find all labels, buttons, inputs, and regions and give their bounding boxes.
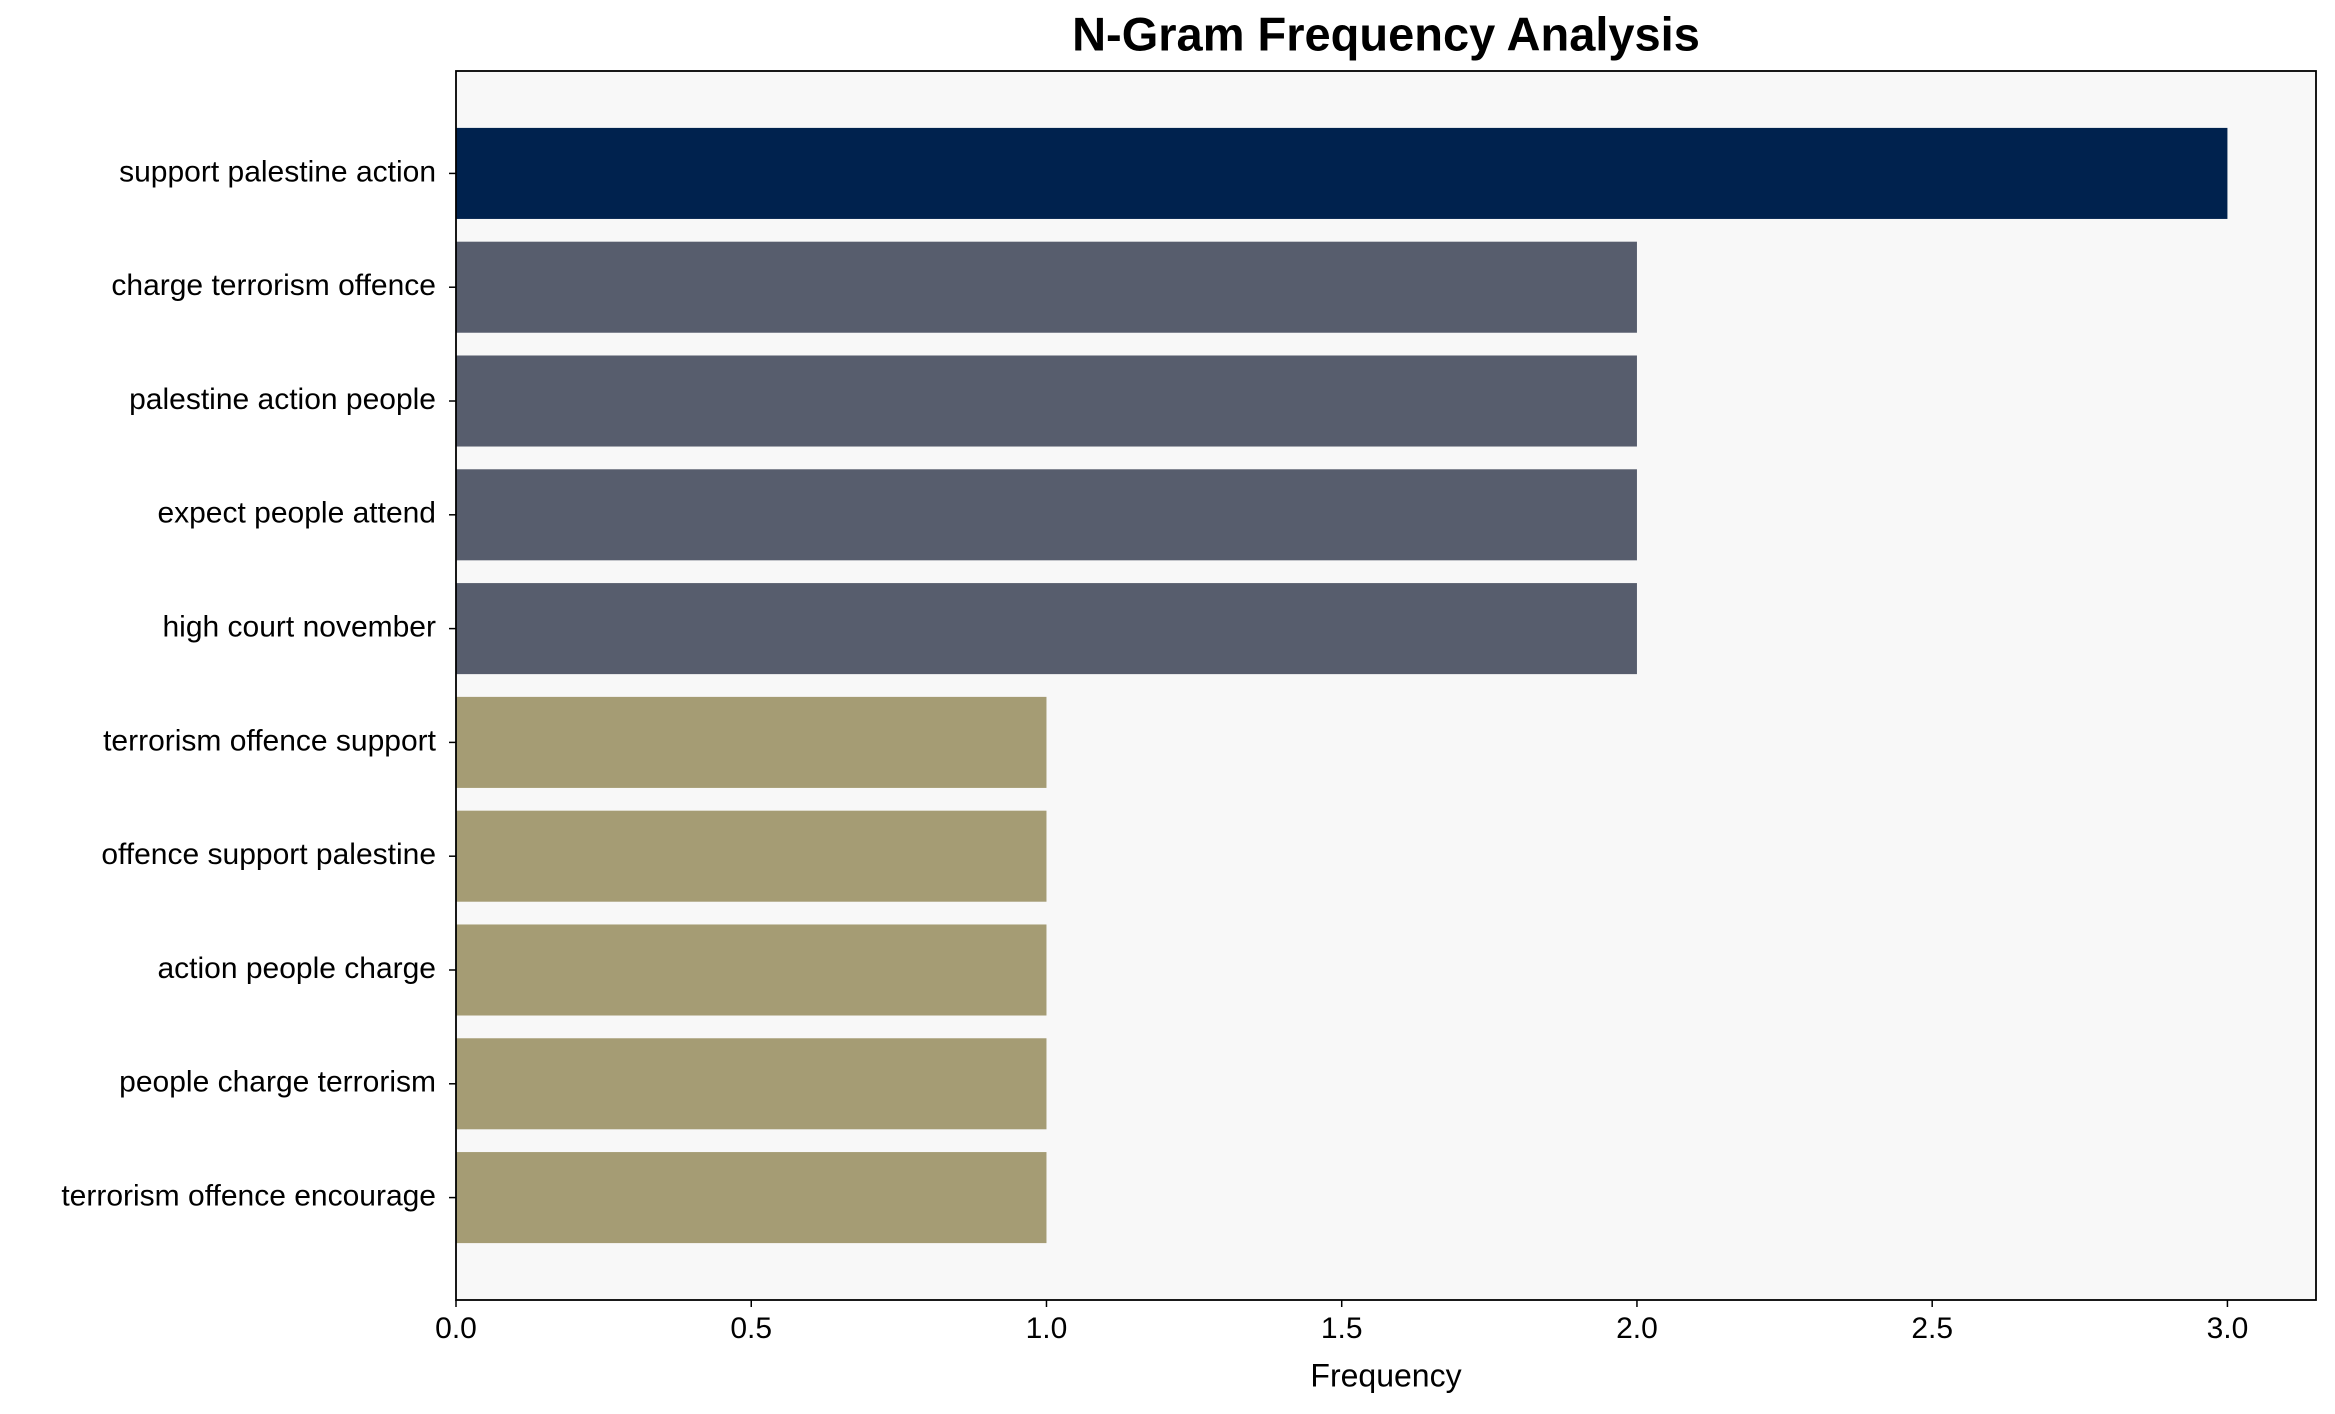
bar — [456, 241, 1637, 333]
y-tick-label: action people charge — [157, 952, 436, 985]
x-tick-label: 2.5 — [1911, 1312, 1953, 1345]
y-tick-label: people charge terrorism — [119, 1066, 436, 1099]
x-axis-label: Frequency — [1310, 1357, 1461, 1393]
x-tick-label: 0.5 — [730, 1312, 772, 1345]
bar — [456, 469, 1637, 561]
y-tick-label: high court november — [163, 611, 437, 644]
y-tick-label: expect people attend — [157, 497, 436, 530]
x-tick-label: 2.0 — [1616, 1312, 1658, 1345]
y-tick-label: offence support palestine — [101, 838, 436, 871]
bar — [456, 1152, 1047, 1244]
axes-frame — [455, 70, 2317, 1301]
y-tick-label: terrorism offence encourage — [61, 1180, 436, 1213]
x-tick-label: 1.5 — [1321, 1312, 1363, 1345]
bar — [456, 696, 1047, 788]
y-tick-label: support palestine action — [119, 155, 436, 188]
y-tick-label: palestine action people — [129, 383, 436, 416]
bar — [456, 924, 1047, 1016]
x-tick-label: 1.0 — [1026, 1312, 1068, 1345]
y-tick-label: terrorism offence support — [103, 724, 437, 757]
y-tick-label: charge terrorism offence — [111, 269, 436, 302]
bar — [456, 355, 1637, 447]
x-tick-label: 0.0 — [435, 1312, 477, 1345]
bar — [456, 810, 1047, 902]
bar — [456, 127, 2228, 219]
chart-title: N-Gram Frequency Analysis — [1072, 7, 1700, 60]
x-tick-label: 3.0 — [2207, 1312, 2249, 1345]
bar — [456, 583, 1637, 675]
bar — [456, 1038, 1047, 1130]
